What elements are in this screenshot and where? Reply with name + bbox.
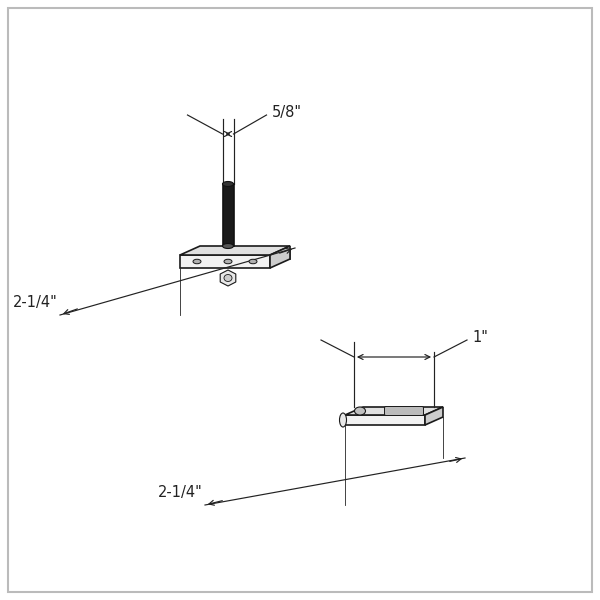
- Ellipse shape: [223, 244, 233, 248]
- Ellipse shape: [193, 259, 201, 264]
- Polygon shape: [223, 184, 233, 246]
- Ellipse shape: [224, 259, 232, 264]
- Text: 2-1/4": 2-1/4": [13, 295, 58, 311]
- Polygon shape: [220, 270, 236, 286]
- Ellipse shape: [340, 413, 347, 427]
- Text: 5/8": 5/8": [271, 104, 302, 119]
- Ellipse shape: [249, 259, 257, 264]
- FancyBboxPatch shape: [385, 407, 424, 415]
- Text: 1": 1": [472, 329, 488, 344]
- Ellipse shape: [223, 181, 233, 187]
- Polygon shape: [345, 415, 425, 425]
- Polygon shape: [345, 407, 443, 415]
- Polygon shape: [180, 255, 270, 268]
- Ellipse shape: [224, 275, 232, 281]
- Polygon shape: [180, 246, 290, 255]
- Polygon shape: [270, 246, 290, 268]
- Ellipse shape: [355, 407, 365, 415]
- Polygon shape: [425, 407, 443, 425]
- Text: 2-1/4": 2-1/4": [158, 485, 203, 500]
